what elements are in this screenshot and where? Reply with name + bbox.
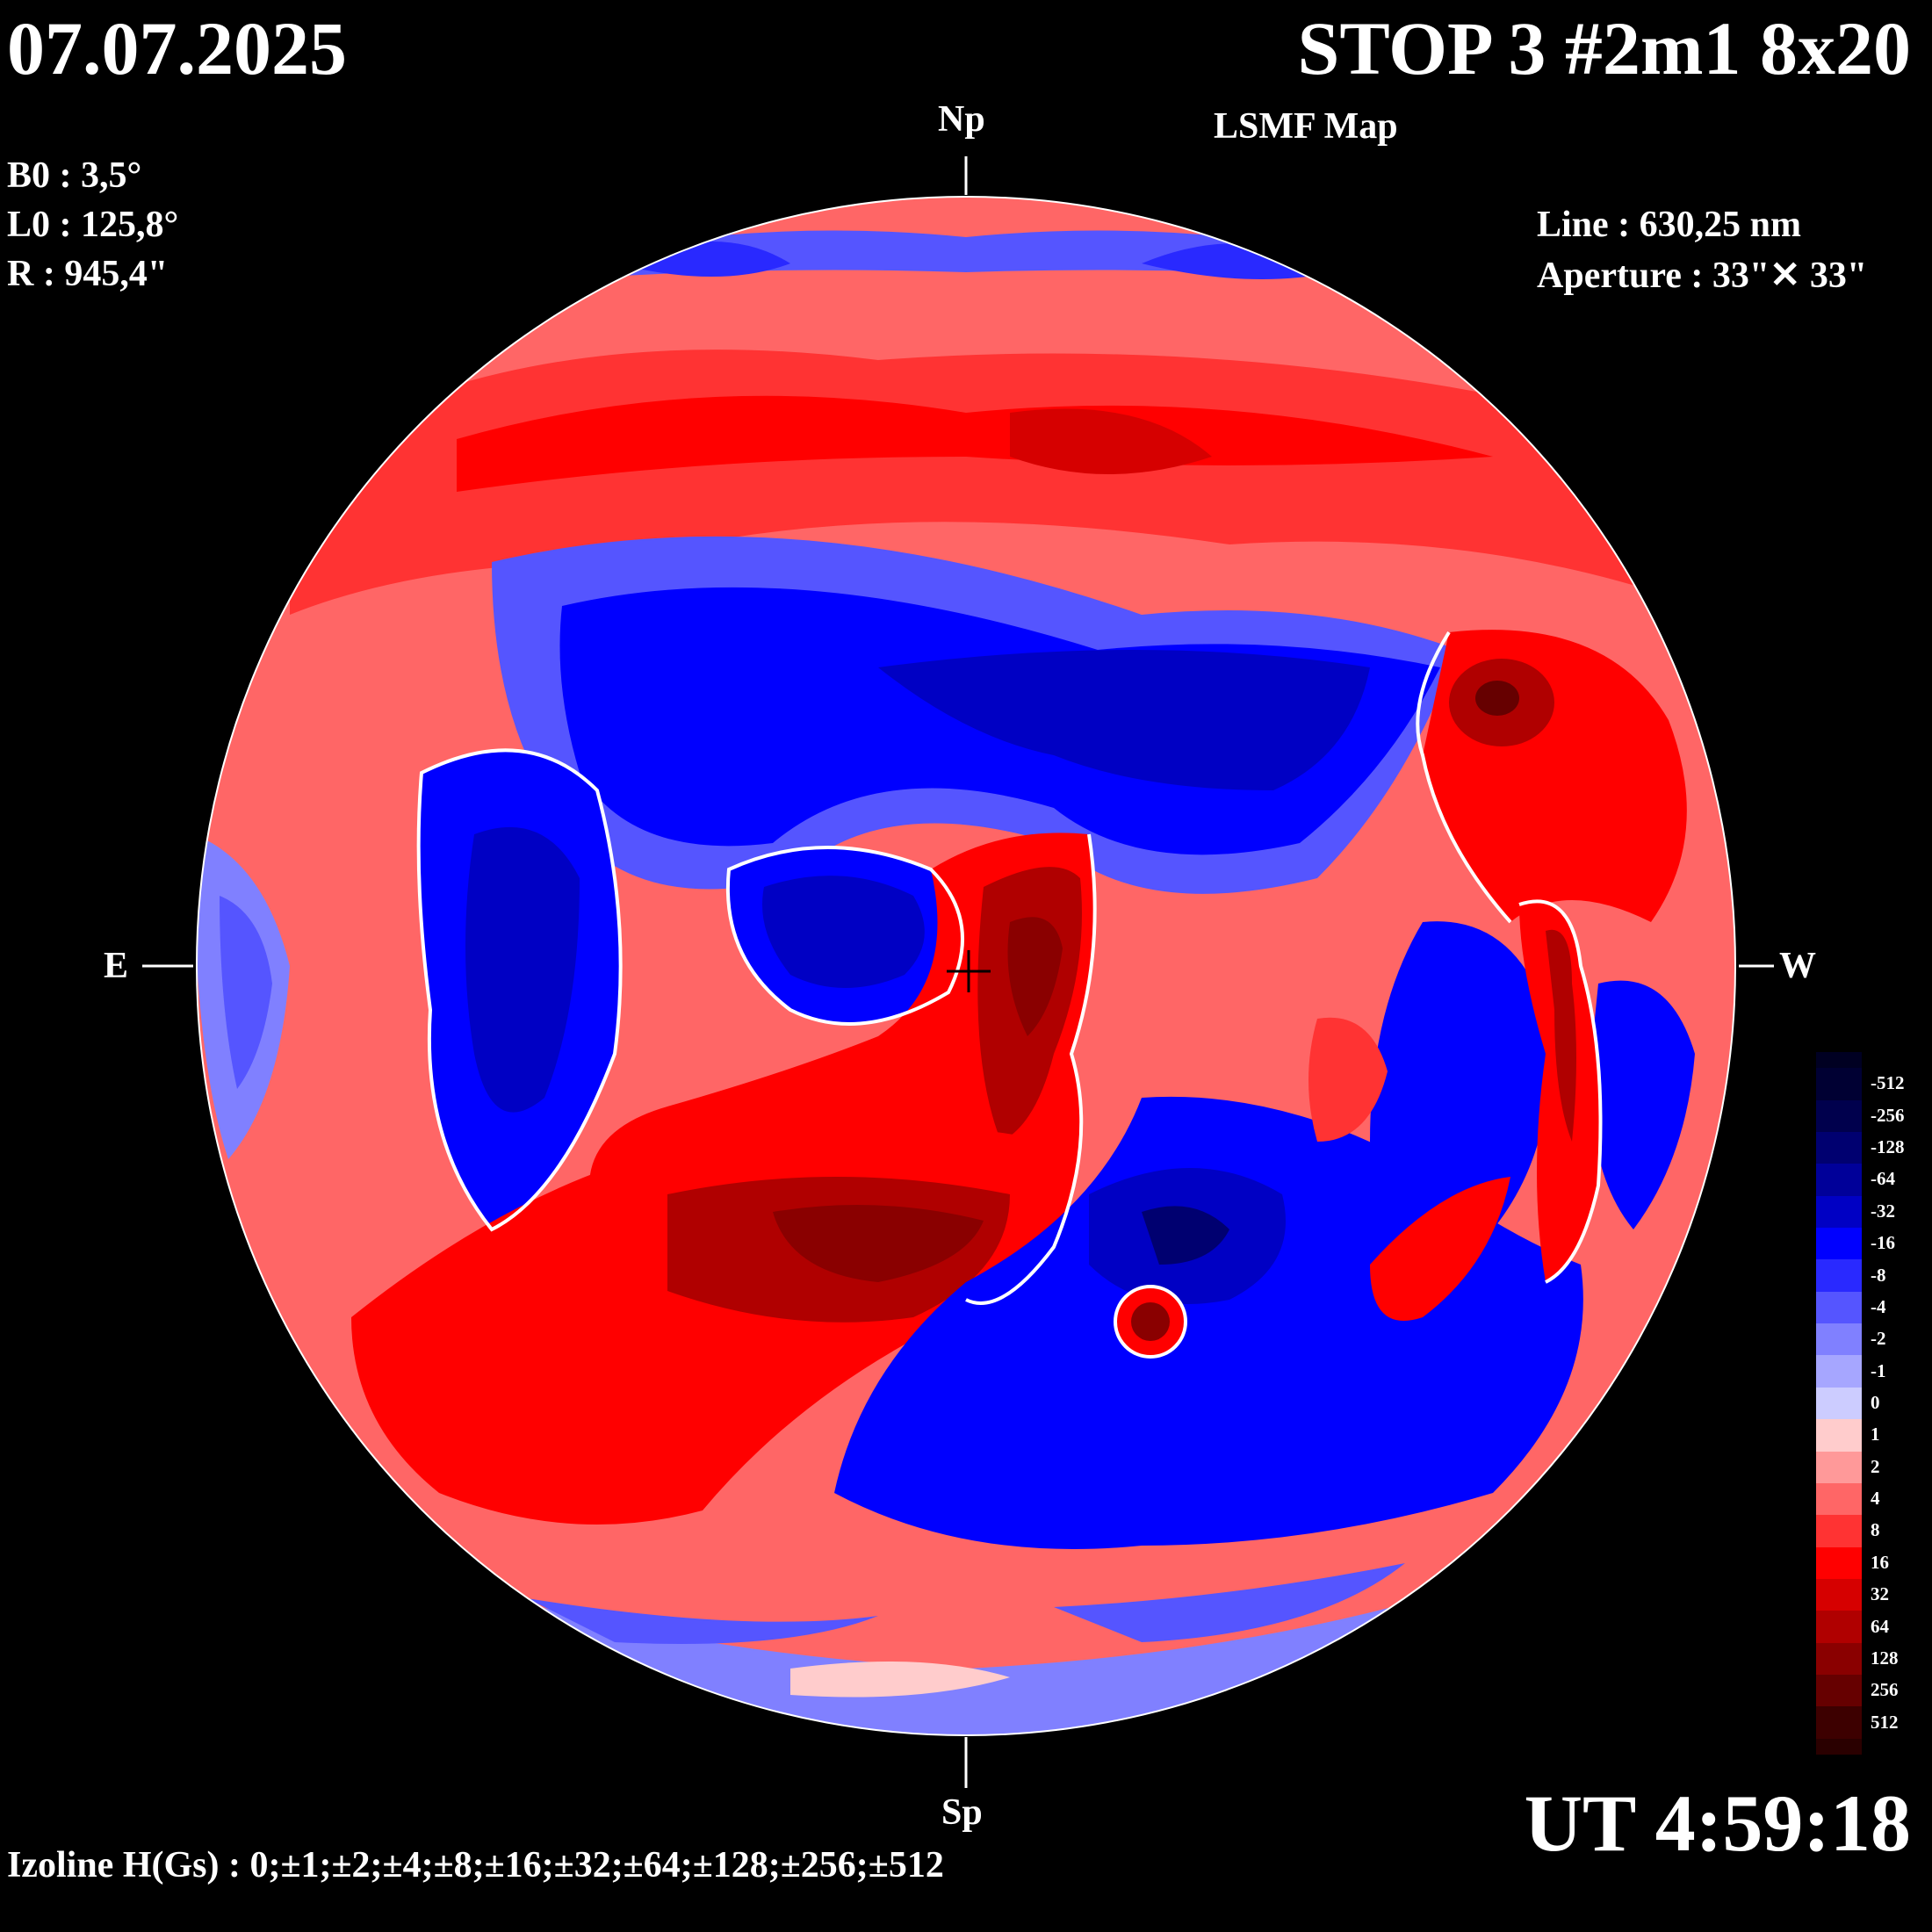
colorbar-band — [1816, 1099, 1862, 1133]
center-cross — [947, 950, 991, 992]
colorbar-band — [1816, 1515, 1862, 1548]
colorbar-label: 1 — [1871, 1424, 1880, 1445]
colorbar-band — [1816, 1387, 1862, 1420]
map-title: STOP 3 #2m1 8x20 — [1297, 6, 1911, 90]
colorbar-band — [1816, 1611, 1862, 1644]
west-label: W — [1779, 946, 1816, 986]
aperture: Aperture : 33"✕ 33" — [1537, 256, 1868, 296]
colorbar-label: -256 — [1871, 1104, 1905, 1126]
ut-time: UT 4:59:18 — [1524, 1778, 1911, 1868]
south-pole-label: Sp — [941, 1792, 983, 1833]
b0-parameter: B0 : 3,5° — [7, 155, 142, 196]
colorbar-label: 512 — [1871, 1711, 1899, 1733]
colorbar-band — [1816, 1195, 1862, 1229]
colorbar-label: 8 — [1871, 1519, 1880, 1541]
colorbar-band — [1816, 1259, 1862, 1293]
colorbar-label: -1 — [1871, 1359, 1886, 1381]
colorbar-band — [1816, 1642, 1862, 1676]
colorbar-label: -2 — [1871, 1328, 1886, 1350]
colorbar-label: 16 — [1871, 1551, 1889, 1573]
colorbar-band — [1816, 1451, 1862, 1484]
colorbar-band — [1816, 1323, 1862, 1356]
colorbar-band — [1816, 1228, 1862, 1260]
izoline-legend: Izoline H(Gs) : 0;±1;±2;±4;±8;±16;±32;±6… — [7, 1845, 944, 1885]
colorbar-band — [1816, 1706, 1862, 1740]
colorbar-label: 0 — [1871, 1392, 1880, 1413]
solar-limb — [196, 196, 1736, 1736]
axis-ticks — [142, 156, 1774, 1788]
colorbar-label: -8 — [1871, 1264, 1886, 1286]
colorbar-label: 4 — [1871, 1488, 1880, 1510]
colorbar-label: -4 — [1871, 1295, 1886, 1317]
colorbar-band — [1816, 1482, 1862, 1516]
north-pole-label: Np — [938, 99, 985, 140]
colorbar-top-band — [1816, 1052, 1862, 1069]
colorbar-label: -32 — [1871, 1200, 1895, 1222]
colorbar-label: -64 — [1871, 1168, 1895, 1190]
colorbar-band — [1816, 1164, 1862, 1197]
colorbar-bottom-band — [1816, 1738, 1862, 1755]
colorbar-label: -512 — [1871, 1072, 1905, 1094]
colorbar-label: -128 — [1871, 1136, 1905, 1158]
colorbar-band — [1816, 1131, 1862, 1164]
colorbar-band — [1816, 1419, 1862, 1453]
spectral-line: Line : 630,25 nm — [1537, 205, 1802, 245]
east-label: E — [104, 946, 129, 986]
radius-parameter: R : 945,4" — [7, 254, 169, 294]
colorbar-band — [1816, 1355, 1862, 1388]
map-subtitle: LSMF Map — [1214, 106, 1398, 147]
colorbar-label: 256 — [1871, 1679, 1899, 1701]
colorbar-label: 2 — [1871, 1455, 1880, 1477]
colorbar-band — [1816, 1068, 1862, 1101]
colorbar-band — [1816, 1291, 1862, 1324]
observation-date: 07.07.2025 — [7, 6, 347, 90]
colorbar-band — [1816, 1579, 1862, 1611]
colorbar-label: 128 — [1871, 1647, 1899, 1669]
colorbar-label: -16 — [1871, 1232, 1895, 1254]
colorbar-label: 32 — [1871, 1583, 1889, 1605]
l0-parameter: L0 : 125,8° — [7, 205, 179, 245]
colorbar-band — [1816, 1546, 1862, 1580]
colorbar-label: 64 — [1871, 1615, 1889, 1637]
colorbar — [1816, 1052, 1862, 1755]
colorbar-band — [1816, 1675, 1862, 1707]
